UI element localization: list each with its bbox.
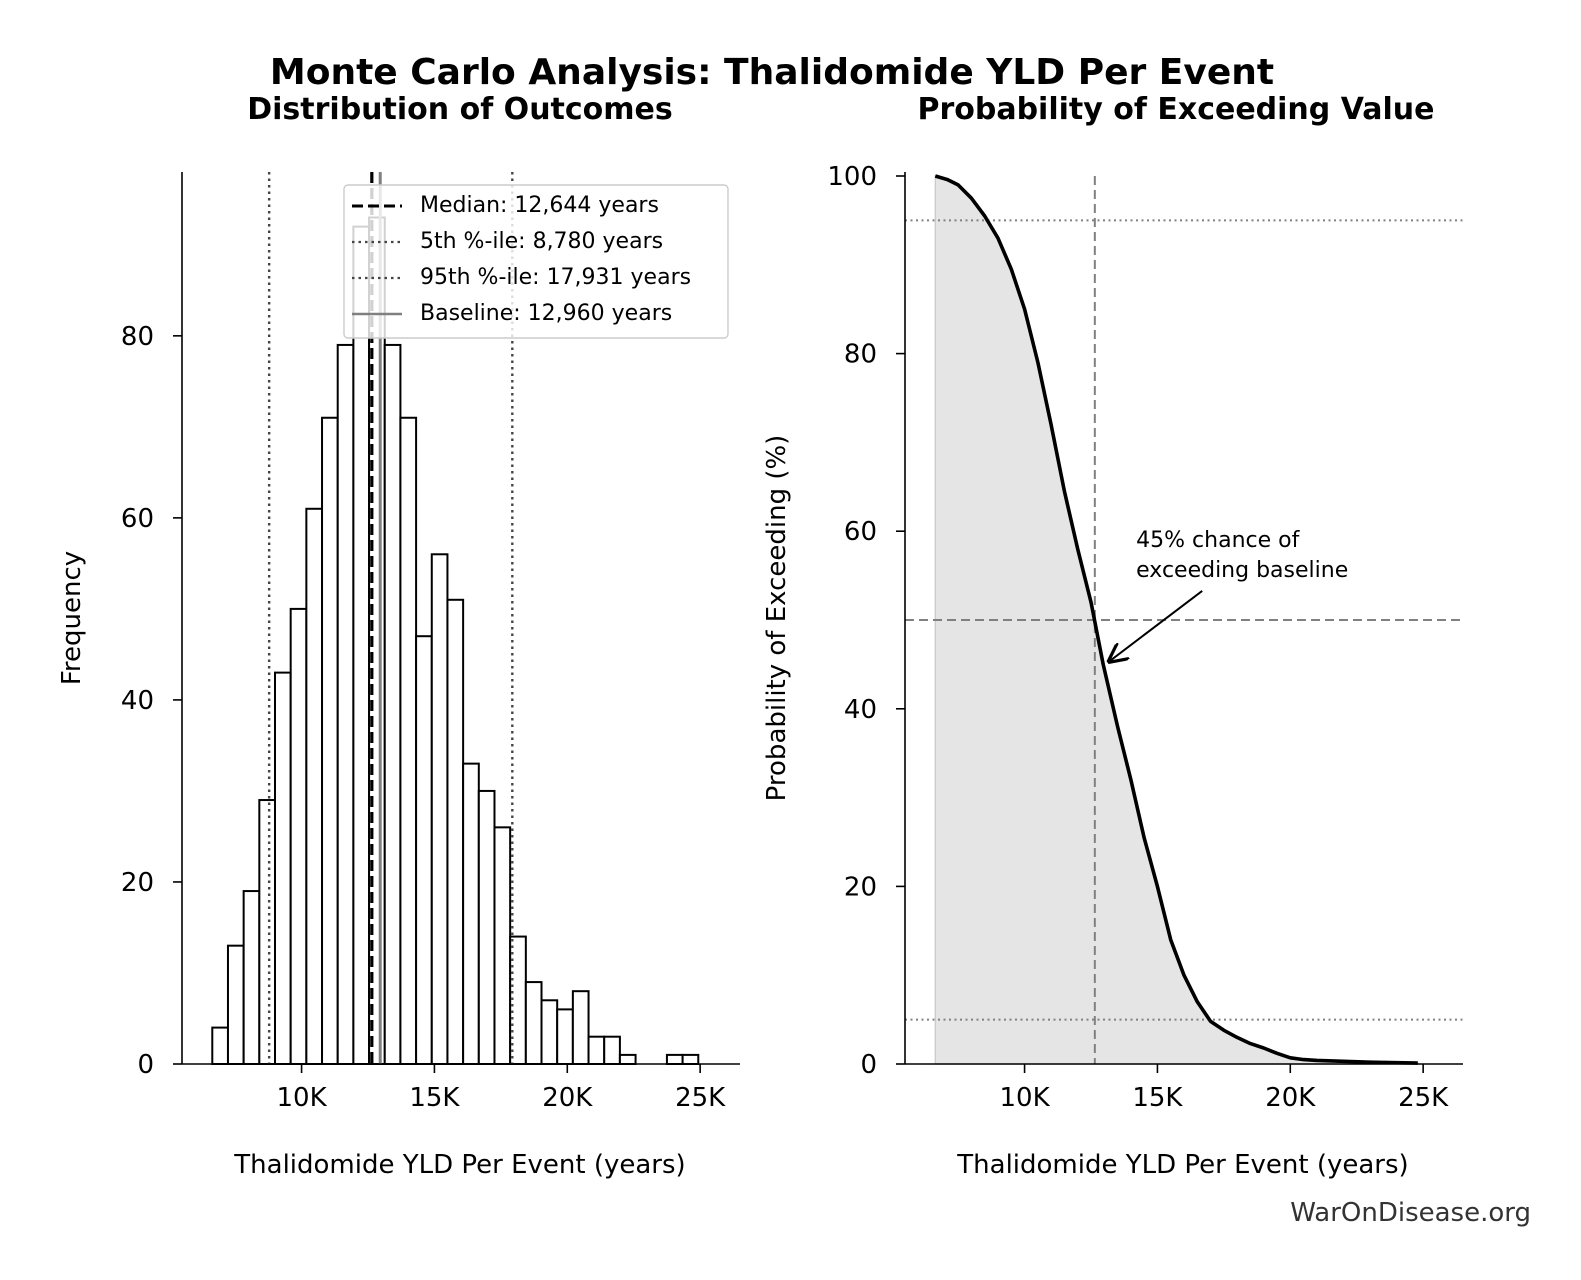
exceedance-title: Probability of Exceeding Value <box>917 92 1434 127</box>
legend-p5-label: 5th %-ile: 8,780 years <box>420 229 663 254</box>
histogram-bars <box>211 216 700 1066</box>
legend-p95-label: 95th %-ile: 17,931 years <box>420 265 691 290</box>
histogram-bar <box>226 944 245 1065</box>
exceedance-x-label: Thalidomide YLD Per Event (years) <box>956 1150 1408 1180</box>
histogram-bar <box>603 1035 621 1065</box>
exceedance-y-label: Probability of Exceeding (%) <box>762 435 792 802</box>
y-tick-label: 0 <box>137 1050 154 1080</box>
histogram-bar <box>681 1053 700 1065</box>
y-tick-label: 60 <box>844 517 877 547</box>
x-tick-label: 10K <box>277 1083 328 1113</box>
watermark: WarOnDisease.org <box>1290 1198 1531 1228</box>
histogram-bar <box>258 799 276 1066</box>
histogram-bar <box>242 890 261 1065</box>
histogram-bar <box>383 343 402 1065</box>
histogram-bar <box>477 789 496 1065</box>
figure-title: Monte Carlo Analysis: Thalidomide YLD Pe… <box>270 52 1274 93</box>
histogram-bar <box>399 416 418 1065</box>
legend-box <box>343 184 729 339</box>
histogram-bar <box>289 607 308 1065</box>
histogram-y-label: Frequency <box>57 551 87 685</box>
exceedance-reference-lines <box>905 176 1463 1064</box>
histogram-bar <box>571 990 590 1065</box>
histogram-x-ticks: 10K 15K 20K 25K <box>277 1064 726 1113</box>
annotation-line-1: 45% chance of <box>1136 528 1300 553</box>
y-tick-label: 40 <box>844 695 877 725</box>
histogram-bar <box>540 999 559 1065</box>
y-tick-label: 100 <box>827 162 877 192</box>
exceedance-x-ticks: 10K 15K 20K 25K <box>1000 1064 1449 1113</box>
histogram-bar <box>274 671 292 1065</box>
histogram-bar <box>415 635 433 1066</box>
histogram-bar <box>305 507 324 1065</box>
histogram-bar <box>493 826 512 1065</box>
y-tick-label: 60 <box>121 504 154 534</box>
x-tick-label: 20K <box>1265 1083 1316 1113</box>
x-tick-label: 25K <box>1398 1083 1449 1113</box>
histogram-legend: Median: 12,644 years 5th %-ile: 8,780 ye… <box>343 184 729 339</box>
exceedance-curve <box>934 174 1418 1065</box>
annotation-arrow <box>1109 590 1203 661</box>
y-tick-label: 20 <box>844 872 877 902</box>
histogram-bar <box>430 553 449 1065</box>
histogram-bar <box>462 762 480 1065</box>
histogram-bar <box>336 343 355 1065</box>
histogram-bar <box>352 225 371 1065</box>
x-tick-label: 10K <box>1000 1083 1051 1113</box>
y-tick-label: 0 <box>860 1050 877 1080</box>
histogram-panel: Distribution of Outcomes 10K 15K 20K 25K 0 2… <box>57 92 740 1180</box>
histogram-bar <box>587 1035 606 1065</box>
histogram-x-label: Thalidomide YLD Per Event (years) <box>233 1150 685 1180</box>
legend-median-label: Median: 12,644 years <box>420 193 659 218</box>
histogram-bar <box>446 598 465 1065</box>
histogram-bar <box>524 981 543 1065</box>
y-tick-label: 20 <box>121 868 154 898</box>
y-tick-label: 80 <box>121 322 154 352</box>
x-tick-label: 20K <box>542 1083 593 1113</box>
legend-baseline-label: Baseline: 12,960 years <box>420 301 672 326</box>
histogram-bar <box>321 416 339 1065</box>
x-tick-label: 15K <box>1132 1083 1183 1113</box>
histogram-bar <box>211 1026 229 1065</box>
exceedance-panel: Probability of Exceeding Value 10K 15K 20K… <box>762 92 1463 1180</box>
y-tick-label: 80 <box>844 340 877 370</box>
histogram-bar <box>665 1053 684 1065</box>
exceedance-y-ticks: 0 20 40 60 80 100 <box>827 162 905 1080</box>
annotation-line-2: exceeding baseline <box>1136 558 1348 583</box>
y-tick-label: 40 <box>121 686 154 716</box>
x-tick-label: 25K <box>675 1083 726 1113</box>
x-tick-label: 15K <box>409 1083 460 1113</box>
histogram-bar <box>618 1053 637 1065</box>
histogram-bar <box>556 1008 574 1065</box>
histogram-title: Distribution of Outcomes <box>247 92 673 127</box>
histogram-y-ticks: 0 20 40 60 80 <box>121 322 182 1080</box>
